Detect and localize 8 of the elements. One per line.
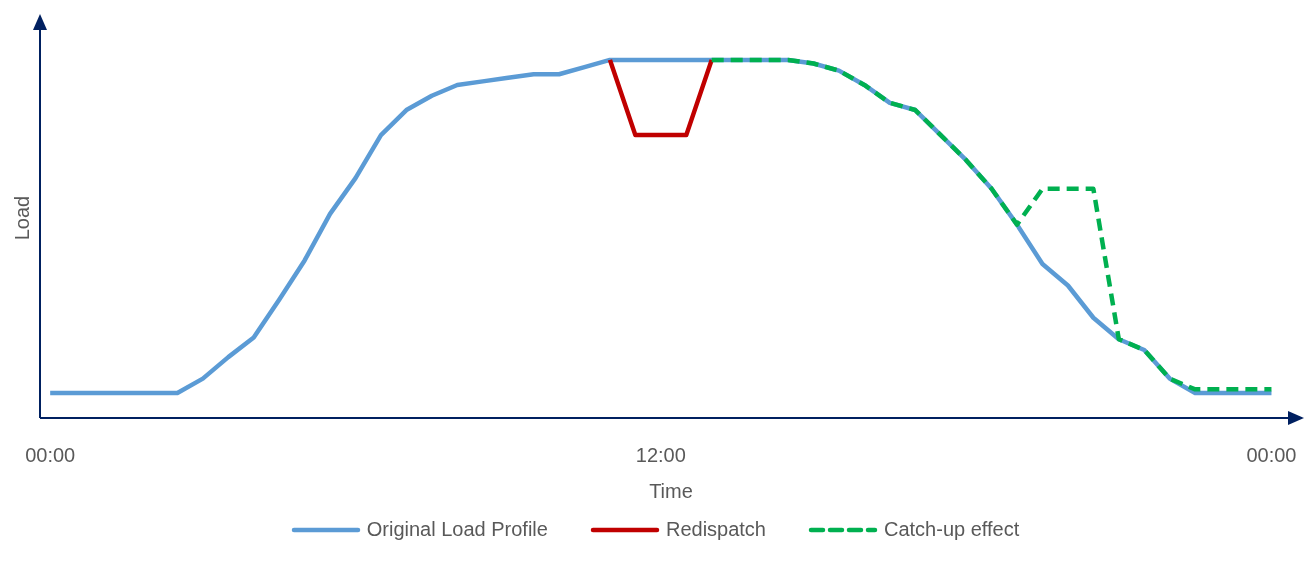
x-tick-label: 00:00 — [25, 444, 76, 467]
y-axis-title: Load — [11, 195, 34, 241]
legend-label: Catch-up effect — [884, 518, 1020, 541]
x-tick-label: 00:00 — [1246, 444, 1297, 467]
x-axis-title: Time — [649, 480, 693, 503]
legend-label: Redispatch — [665, 518, 766, 541]
legend-label: Original Load Profile — [366, 518, 548, 541]
x-tick-label: 12:00 — [635, 444, 686, 467]
